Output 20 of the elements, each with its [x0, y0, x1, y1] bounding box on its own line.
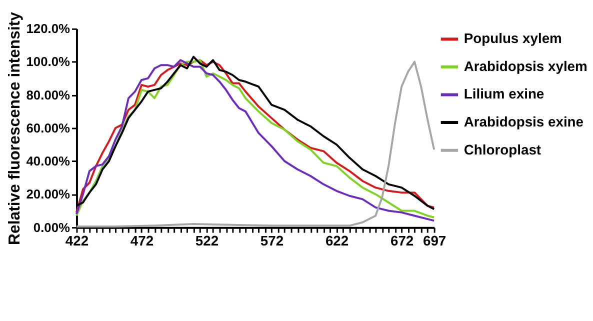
x-tick-label: 672 [390, 232, 414, 249]
legend-label: Arabidopsis exine [464, 114, 584, 130]
legend-label: Chloroplast [464, 141, 542, 158]
legend-label: Populus xylem [464, 30, 562, 46]
y-tick-label: 0.00% [33, 220, 71, 235]
legend-label: Arabidopsis xylem [464, 58, 588, 74]
x-tick-label: 422 [65, 232, 89, 249]
x-tick-label: 472 [130, 232, 154, 249]
y-axis-title: Relative fluorescence intensity [6, 12, 24, 245]
y-tick-label: 20.00% [26, 186, 71, 202]
y-tick-label: 100.0% [26, 54, 71, 70]
x-tick-label: 697 [422, 232, 446, 249]
y-tick-label: 40.00% [26, 154, 71, 169]
x-tick-label: 522 [195, 232, 219, 249]
legend-label: Lilium exine [464, 86, 544, 102]
y-tick-label: 120.0% [26, 21, 71, 36]
x-tick-label: 572 [260, 232, 284, 249]
y-tick-label: 60.00% [26, 120, 71, 136]
y-tick-label: 80.00% [26, 87, 71, 102]
x-tick-label: 622 [325, 232, 349, 249]
